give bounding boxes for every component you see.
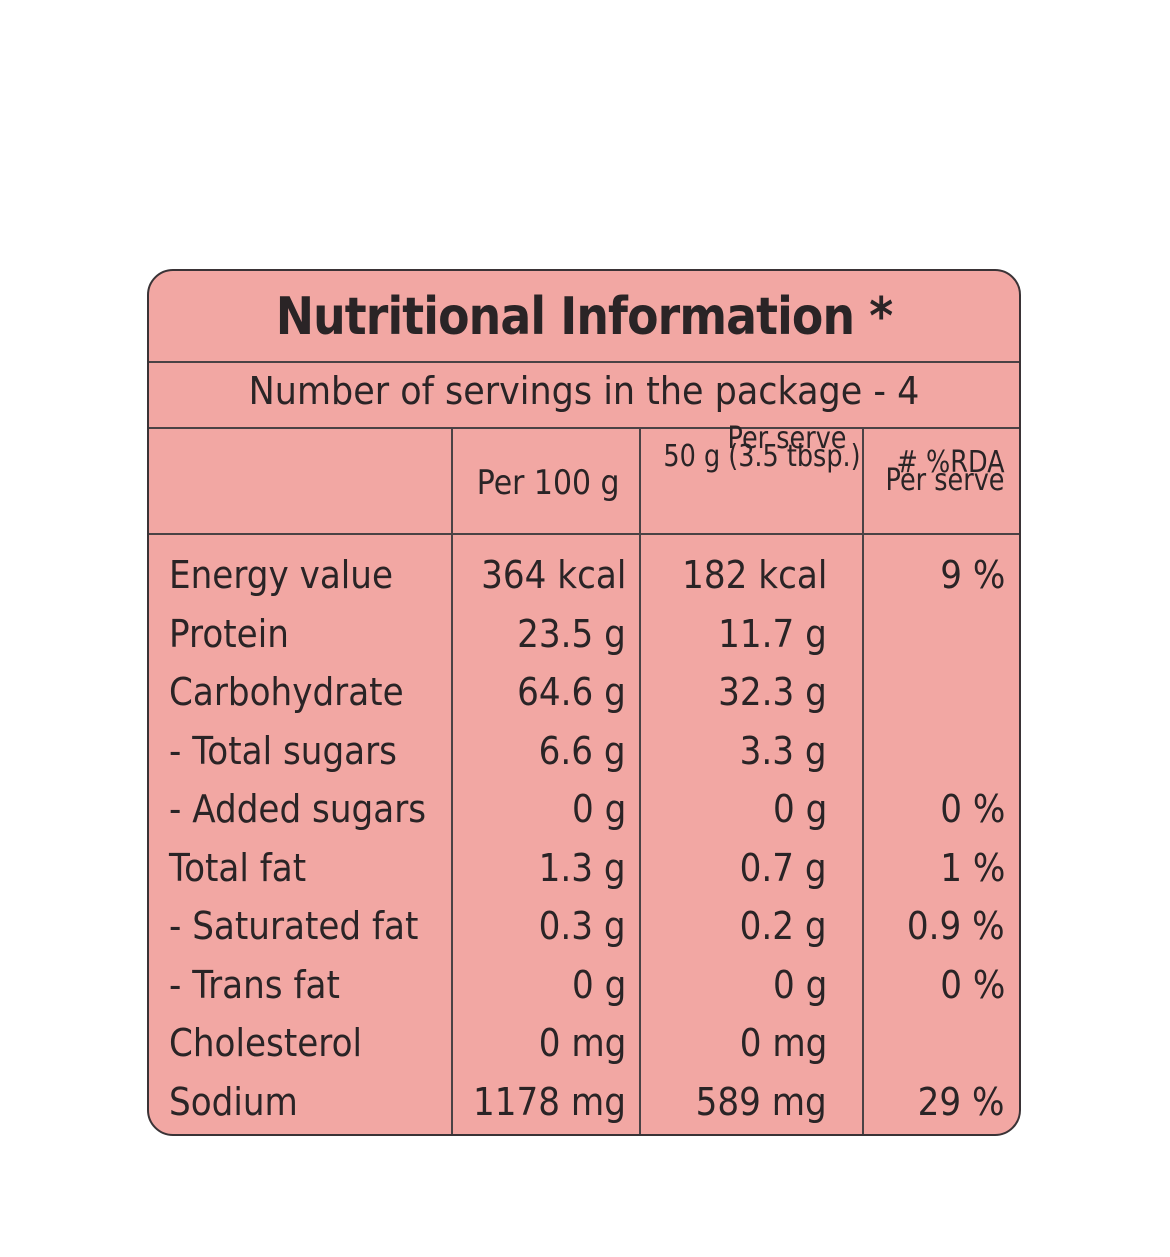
header-rda: # %RDA — [896, 445, 1005, 480]
value-per-serve: 32.3 g — [718, 670, 827, 714]
value-per-100g: 6.6 g — [539, 728, 626, 773]
value-rda: 9 % — [939, 553, 1005, 597]
value-per-100g: 0 mg — [538, 1021, 626, 1065]
value-per-serve: 0.7 g — [740, 845, 827, 890]
value-per-100g: 0 g — [571, 962, 626, 1007]
column-divider-1 — [451, 429, 453, 1134]
nutrient-name: Protein — [169, 611, 289, 656]
nutrient-row-total-fat: Total fat 1.3 g 0.7 g 1 % — [149, 839, 1019, 898]
nutrient-row-total-sugars: - Total sugars 6.6 g 3.3 g — [149, 722, 1019, 781]
nutrient-table: Energy value 364 kcal 182 kcal 9 % Prote… — [149, 546, 1019, 1131]
servings-text: Number of servings in the package - 4 — [248, 369, 920, 413]
value-per-100g: 1.3 g — [539, 845, 626, 890]
servings-divider — [149, 427, 1019, 429]
nutrient-name: - Saturated fat — [169, 904, 419, 948]
nutrient-name: Cholesterol — [169, 1021, 363, 1065]
panel-title: Nutritional Information * — [275, 287, 893, 347]
value-per-100g: 0 g — [571, 787, 626, 831]
value-per-100g: 64.6 g — [517, 670, 626, 714]
nutrient-name: - Added sugars — [169, 787, 427, 831]
column-divider-2 — [639, 429, 641, 1134]
nutrient-name: Sodium — [169, 1079, 298, 1124]
nutrient-row-energy: Energy value 364 kcal 182 kcal 9 % — [149, 546, 1019, 605]
value-per-serve: 0 mg — [739, 1021, 827, 1065]
nutrient-name: - Total sugars — [169, 728, 397, 773]
value-per-100g: 23.5 g — [517, 611, 626, 656]
column-divider-3 — [862, 429, 864, 1134]
nutrient-row-trans-fat: - Trans fat 0 g 0 g 0 % — [149, 956, 1019, 1015]
nutrient-row-carbohydrate: Carbohydrate 64.6 g 32.3 g — [149, 663, 1019, 722]
value-per-100g: 364 kcal — [480, 553, 626, 597]
value-per-serve: 0.2 g — [740, 904, 827, 948]
nutrient-name: Total fat — [169, 845, 307, 890]
nutrient-name: Carbohydrate — [169, 670, 404, 714]
nutrient-name: Energy value — [169, 553, 394, 597]
value-rda: 0.9 % — [907, 904, 1005, 948]
nutrient-row-sodium: Sodium 1178 mg 589 mg 29 % — [149, 1073, 1019, 1132]
nutrient-name: - Trans fat — [169, 962, 340, 1007]
value-per-serve: 0 g — [772, 787, 827, 831]
header-per-serve-amount: 50 g (3.5 tbsp.) — [663, 439, 861, 474]
header-rda-per-serve: Per serve — [885, 463, 1005, 498]
nutrient-row-protein: Protein 23.5 g 11.7 g — [149, 605, 1019, 664]
header-divider — [149, 533, 1019, 535]
nutrition-panel: Nutritional Information * Number of serv… — [147, 269, 1021, 1136]
nutrient-row-cholesterol: Cholesterol 0 mg 0 mg — [149, 1014, 1019, 1073]
title-divider — [149, 361, 1019, 363]
nutrient-row-saturated-fat: - Saturated fat 0.3 g 0.2 g 0.9 % — [149, 897, 1019, 956]
value-per-serve: 11.7 g — [718, 611, 827, 656]
value-per-serve: 182 kcal — [681, 553, 827, 597]
value-rda: 0 % — [939, 787, 1005, 831]
value-per-100g: 1178 mg — [473, 1079, 626, 1124]
nutrient-row-added-sugars: - Added sugars 0 g 0 g 0 % — [149, 780, 1019, 839]
value-per-100g: 0.3 g — [539, 904, 626, 948]
value-per-serve: 589 mg — [695, 1079, 827, 1124]
value-rda: 1 % — [939, 845, 1005, 890]
value-rda: 0 % — [939, 962, 1005, 1007]
value-rda: 29 % — [918, 1079, 1005, 1124]
header-per-100g: Per 100 g — [476, 463, 620, 503]
value-per-serve: 0 g — [772, 962, 827, 1007]
value-per-serve: 3.3 g — [740, 728, 827, 773]
header-per-serve: Per serve — [727, 421, 847, 456]
